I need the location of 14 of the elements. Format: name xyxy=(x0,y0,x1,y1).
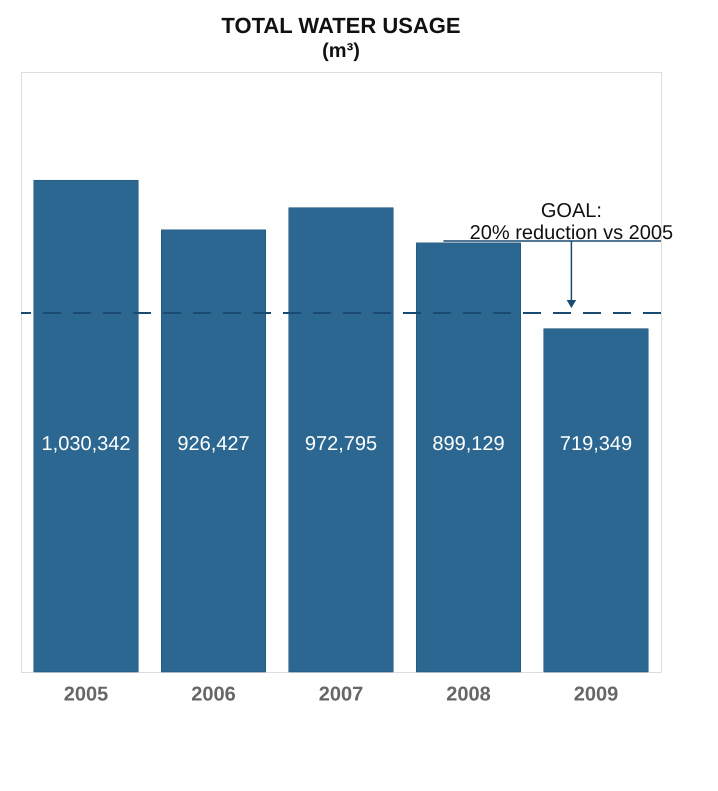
data-label: 1,030,342 xyxy=(42,433,131,455)
chart-subtitle: (m³) xyxy=(322,40,360,62)
x-tick-label: 2005 xyxy=(64,684,108,706)
data-label: 899,129 xyxy=(432,433,505,455)
x-tick-label: 2007 xyxy=(318,684,364,706)
x-tick-label: 2008 xyxy=(446,684,491,706)
data-label: 719,349 xyxy=(560,433,632,455)
chart-title: TOTAL WATER USAGE xyxy=(221,13,461,38)
x-tick-label: 2006 xyxy=(191,684,236,706)
annotation: GOAL: 20% reduction vs 2005 xyxy=(470,200,674,244)
data-label: 926,427 xyxy=(177,433,250,455)
bar xyxy=(543,328,648,672)
data-label: 972,795 xyxy=(304,433,378,455)
x-tick-label: 2009 xyxy=(574,684,618,706)
